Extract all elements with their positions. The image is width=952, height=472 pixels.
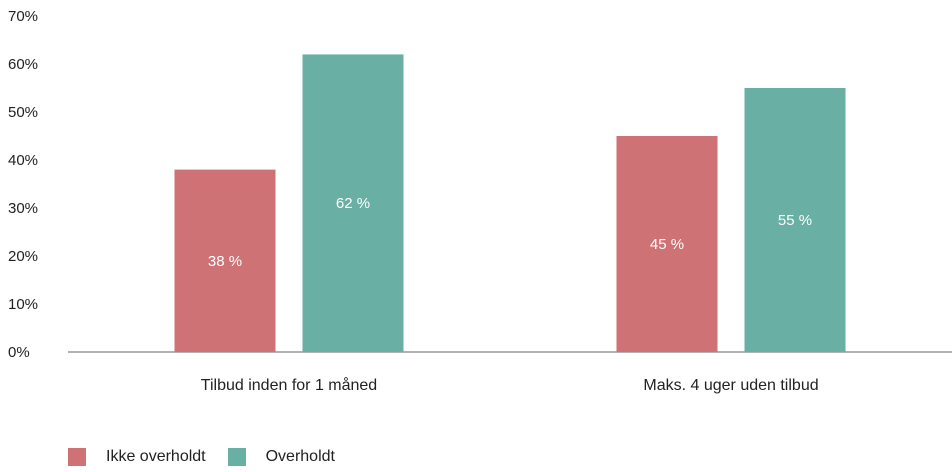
legend-label-ikke-overholdt: Ikke overholdt [106,448,206,465]
bar-value-label: 62 % [336,195,370,212]
legend-item-ikke-overholdt: Ikke overholdt [68,448,206,466]
bar-value-label: 45 % [650,236,684,253]
category-label: Maks. 4 uger uden tilbud [643,377,818,394]
legend-label-overholdt: Overholdt [265,448,335,465]
y-tick-label: 10% [8,296,38,313]
bar-chart: 0% 10% 20% 30% 40% 50% 60% 70% 38 % 62 % 45 % 55 %… [8,8,952,394]
y-tick-label: 30% [8,200,38,217]
legend-swatch-overholdt [227,448,246,466]
category-label: Tilbud inden for 1 måned [201,376,377,394]
y-tick-label: 20% [8,248,38,265]
bar-value-label: 38 % [208,253,242,270]
legend: Ikke overholdt Overholdt [68,448,357,466]
y-tick-label: 0% [8,344,30,361]
bars [174,54,846,353]
legend-item-overholdt: Overholdt [227,448,335,466]
bar [302,54,404,353]
bar [744,88,846,352]
y-tick-label: 40% [8,152,38,169]
y-tick-label: 50% [8,104,38,121]
y-axis-ticks: 0% 10% 20% 30% 40% 50% 60% 70% [8,8,38,361]
y-tick-label: 70% [8,8,38,25]
bar-value-label: 55 % [778,212,812,229]
legend-swatch-ikke-overholdt [68,448,86,466]
category-labels: Tilbud inden for 1 måned Maks. 4 uger ude… [201,376,819,394]
y-tick-label: 60% [8,56,38,73]
bar-value-labels: 38 % 62 % 45 % 55 % [208,195,812,270]
bar [616,136,718,352]
bar [174,169,276,352]
